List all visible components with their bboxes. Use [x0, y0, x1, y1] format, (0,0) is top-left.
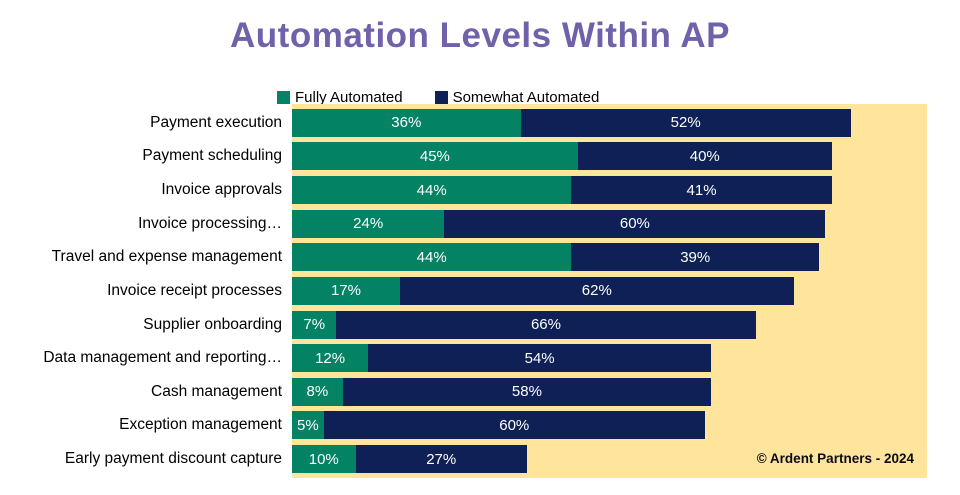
- legend-swatch-icon: [434, 91, 448, 104]
- bar-segment-somewhat-automated: 27%: [355, 445, 527, 474]
- bar-track: 44% 41%: [292, 176, 927, 205]
- bar-row: Invoice receipt processes 17% 62%: [107, 276, 927, 305]
- category-label: Supplier onboarding: [143, 315, 282, 333]
- bar-track: 8% 58%: [292, 377, 927, 406]
- bar-value-label: 60%: [619, 215, 650, 233]
- bar-segment-fully-automated: 12%: [292, 344, 369, 373]
- bar-track: 45% 40%: [292, 142, 927, 171]
- chart-title: Automation Levels Within AP: [230, 16, 730, 55]
- bar-value-label: 54%: [524, 349, 555, 367]
- bar-value-label: 41%: [686, 181, 717, 199]
- bar-segment-fully-automated: 44%: [292, 243, 572, 272]
- bar-segment-fully-automated: 36%: [292, 108, 521, 137]
- bar-segment-somewhat-automated: 66%: [336, 310, 756, 339]
- bar-row: Early payment discount capture 10% 27%: [65, 445, 927, 474]
- bar-row: Payment execution 36% 52%: [150, 108, 927, 137]
- category-label: Payment execution: [150, 113, 282, 131]
- bar-segment-somewhat-automated: 39%: [571, 243, 820, 272]
- category-label: Payment scheduling: [142, 147, 282, 165]
- bar-value-label: 27%: [426, 450, 457, 468]
- category-label: Invoice receipt processes: [107, 281, 282, 299]
- bar-value-label: 12%: [315, 349, 346, 367]
- bar-segment-fully-automated: 17%: [292, 276, 400, 305]
- bar-row: Invoice approvals 44% 41%: [161, 176, 927, 205]
- bar-segment-fully-automated: 8%: [292, 377, 343, 406]
- bar-value-label: 5%: [297, 416, 319, 434]
- category-label: Cash management: [151, 382, 282, 400]
- bar-track: 17% 62%: [292, 276, 927, 305]
- bar-row: Supplier onboarding 7% 66%: [143, 310, 927, 339]
- bar-value-label: 10%: [308, 450, 339, 468]
- bar-row: Data management and reporting… 12% 54%: [43, 344, 927, 373]
- legend-item-0: Fully Automated: [277, 89, 403, 106]
- bar-value-label: 39%: [680, 248, 711, 266]
- bar-track: 24% 60%: [292, 209, 927, 238]
- bar-track: 10% 27%: [292, 445, 927, 474]
- bar-track: 36% 52%: [292, 108, 927, 137]
- bar-segment-fully-automated: 7%: [292, 310, 337, 339]
- category-label: Exception management: [119, 416, 282, 434]
- bar-segment-fully-automated: 24%: [292, 209, 445, 238]
- bar-track: 5% 60%: [292, 411, 927, 440]
- legend: Fully Automated Somewhat Automated: [277, 89, 599, 106]
- bar-value-label: 36%: [391, 114, 422, 132]
- bar-value-label: 44%: [416, 181, 447, 199]
- bar-rows: Payment execution 36% 52% Payment schedulin…: [43, 104, 927, 478]
- category-label: Early payment discount capture: [64, 450, 282, 468]
- bar-segment-fully-automated: 44%: [292, 176, 572, 205]
- category-label: Invoice processing…: [138, 214, 282, 232]
- bar-segment-somewhat-automated: 60%: [323, 411, 705, 440]
- bar-segment-fully-automated: 5%: [292, 411, 324, 440]
- bar-track: 12% 54%: [292, 344, 927, 373]
- category-label: Data management and reporting…: [43, 349, 282, 367]
- bar-segment-somewhat-automated: 54%: [368, 344, 712, 373]
- bar-segment-somewhat-automated: 40%: [577, 142, 832, 171]
- bar-value-label: 7%: [303, 316, 326, 334]
- legend-label: Somewhat Automated: [452, 89, 600, 106]
- bar-value-label: 24%: [353, 215, 384, 233]
- plot-area: Payment execution 36% 52% Payment schedulin…: [43, 104, 927, 478]
- bar-segment-somewhat-automated: 41%: [571, 176, 832, 205]
- legend-label: Fully Automated: [295, 89, 403, 106]
- category-label: Travel and expense management: [51, 248, 282, 266]
- bar-segment-somewhat-automated: 60%: [444, 209, 826, 238]
- bar-value-label: 17%: [330, 282, 361, 300]
- bar-row: Cash management 8% 58%: [151, 377, 927, 406]
- bar-row: Invoice processing… 24% 60%: [138, 209, 927, 238]
- bar-track: 44% 39%: [292, 243, 927, 272]
- bar-value-label: 66%: [530, 316, 561, 334]
- category-label: Invoice approvals: [161, 181, 282, 199]
- bar-row: Travel and expense management 44% 39%: [52, 243, 927, 272]
- bar-value-label: 8%: [306, 383, 329, 401]
- bar-value-label: 45%: [419, 147, 450, 165]
- bar-value-label: 52%: [670, 114, 701, 132]
- bar-segment-fully-automated: 45%: [292, 142, 578, 171]
- legend-item-1: Somewhat Automated: [434, 89, 600, 106]
- bar-value-label: 60%: [499, 416, 530, 434]
- bar-value-label: 44%: [416, 248, 447, 266]
- bar-value-label: 62%: [581, 282, 612, 300]
- bar-segment-fully-automated: 10%: [292, 445, 356, 474]
- bar-track: 7% 66%: [292, 310, 927, 339]
- bar-segment-somewhat-automated: 58%: [342, 377, 712, 406]
- bar-segment-somewhat-automated: 62%: [399, 276, 794, 305]
- bar-value-label: 40%: [689, 147, 720, 165]
- legend-swatch-icon: [277, 91, 290, 104]
- bar-value-label: 58%: [511, 383, 542, 401]
- copyright-note: © Ardent Partners - 2024: [756, 451, 914, 466]
- bar-row: Exception management 5% 60%: [119, 411, 927, 440]
- bar-segment-somewhat-automated: 52%: [520, 108, 851, 137]
- bar-row: Payment scheduling 45% 40%: [142, 142, 927, 171]
